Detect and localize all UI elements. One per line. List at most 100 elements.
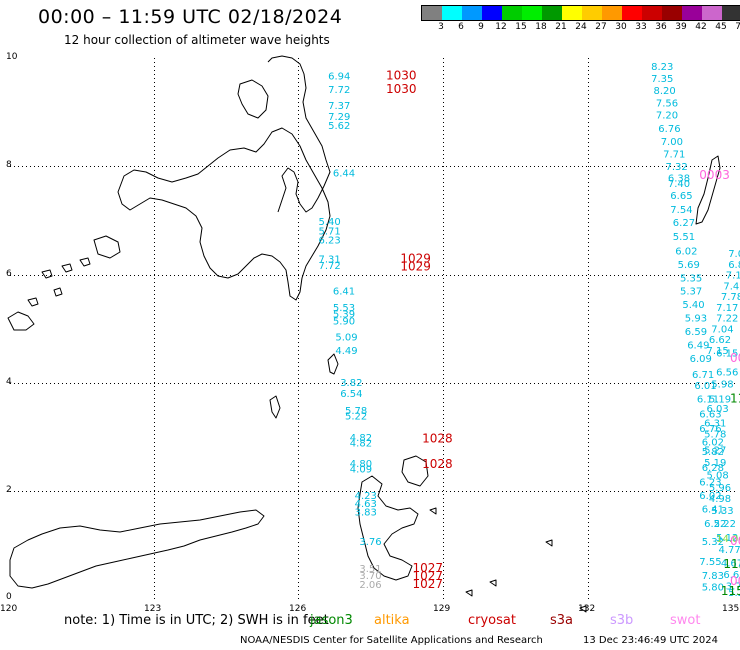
observation-label: 7.0	[728, 249, 740, 260]
observation-label: 5.12	[716, 533, 738, 544]
observation-label: 5.22	[714, 519, 736, 530]
observation-label: 6.23	[699, 478, 721, 489]
color-legend-label: 33	[635, 22, 647, 32]
observation-label: 6.94	[328, 72, 350, 83]
observation-label: 7.15	[707, 346, 729, 357]
color-swatch	[722, 6, 740, 20]
observation-label: 5.82	[702, 447, 724, 458]
observation-label: 6.02	[675, 246, 697, 257]
observation-label: 5.22	[345, 412, 367, 423]
observation-label: 1028	[422, 457, 453, 471]
color-swatch	[682, 6, 702, 20]
observation-label: 6.41	[702, 505, 724, 516]
observation-label: 4.09	[350, 464, 372, 475]
observation-label: 7.54	[670, 205, 692, 216]
coastline-halmahera	[357, 475, 419, 581]
color-legend-label: 9	[478, 22, 484, 32]
color-legend-label: 39	[675, 22, 687, 32]
observation-label: 6.63	[699, 409, 721, 420]
observation-label: 5.40	[682, 300, 704, 311]
observation-label: 5.33	[711, 506, 733, 517]
observation-label: 6.31	[704, 419, 726, 430]
color-swatch	[622, 6, 642, 20]
observation-label: 1027	[413, 561, 444, 575]
observation-layer: 6.947.727.377.295.626.445.405.716.237.31…	[319, 62, 740, 599]
observation-label: 7.35	[651, 74, 673, 85]
observation-label: 1028	[422, 432, 453, 446]
observation-label: 2.06	[359, 580, 381, 591]
lon-label-132: 132	[578, 604, 596, 614]
observation-label: 6.59	[685, 327, 707, 338]
observation-label: 7.45	[723, 281, 740, 292]
observation-label: 5.93	[685, 314, 707, 325]
observation-label: 6.38	[668, 174, 690, 185]
observation-label: 5.51	[673, 232, 695, 243]
satellite-label-s3a: s3a	[550, 613, 574, 628]
observation-label: 7.71	[663, 150, 685, 161]
observation-label: 4.63	[355, 499, 377, 510]
lon-label-129: 129	[433, 604, 451, 614]
color-legend-label: 42	[695, 22, 707, 32]
coastline-talaud-sangihe	[269, 353, 339, 419]
observation-label: 7.78	[721, 292, 740, 303]
color-swatch	[562, 6, 582, 20]
lon-label-120: 120	[0, 604, 18, 614]
satellite-label-s3b: s3b	[610, 613, 634, 628]
observation-label: 4.82	[350, 433, 372, 444]
observation-label: 6.76	[658, 124, 680, 135]
observation-label: 6.02	[702, 437, 724, 448]
observation-label: 5.09	[335, 333, 357, 344]
observation-label: 5.28	[728, 588, 740, 599]
lon-label-135: 135	[722, 604, 740, 614]
color-swatch	[702, 6, 722, 20]
observation-label: 6.71	[692, 370, 714, 381]
observation-label: 5.78	[704, 429, 726, 440]
observation-label: 1029	[400, 251, 431, 265]
observation-label: 7.72	[319, 261, 341, 272]
observation-label: 1027	[413, 577, 444, 591]
observation-label: 4.67	[721, 558, 740, 569]
coastline-sulu-islands	[7, 311, 35, 331]
satellite-label-jason3: jason3	[310, 613, 353, 628]
observation-label: 7.17	[716, 303, 738, 314]
observation-label: 7.20	[656, 110, 678, 121]
lat-label-4: 4	[6, 377, 12, 387]
observation-label: 0003	[699, 168, 730, 182]
page-subtitle: 12 hour collection of altimeter wave hei…	[64, 33, 330, 47]
observation-label: 1030	[386, 82, 417, 96]
observation-label: 1030	[386, 69, 417, 83]
observation-label: 5.08	[707, 471, 729, 482]
lat-label-6: 6	[6, 269, 12, 279]
color-legend-label: 70	[735, 22, 740, 32]
coastline-mindanao	[117, 127, 331, 301]
observation-label: 6.66	[723, 570, 740, 581]
observation-label: 5.69	[678, 260, 700, 271]
observation-label: 5.39	[333, 309, 355, 320]
observation-label: 5.62	[328, 121, 350, 132]
coastline-palau	[695, 155, 721, 225]
observation-label: 6.02	[699, 491, 721, 502]
observation-label: 115	[730, 391, 740, 405]
observation-label: 6.62	[709, 335, 731, 346]
observation-label: 6.09	[690, 354, 712, 365]
color-legend-label: 24	[575, 22, 587, 32]
observation-label: 7.32	[666, 162, 688, 173]
observation-label: 3.82	[340, 378, 362, 389]
observation-label: 14.04	[716, 534, 740, 545]
observation-label: 8.20	[654, 86, 676, 97]
observation-label: 1027	[413, 569, 444, 583]
observation-label: 6.27	[673, 218, 695, 229]
observation-label: 3.70	[359, 571, 381, 582]
observation-label: 8.23	[651, 62, 673, 73]
satellite-label-cryosat: cryosat	[468, 613, 516, 628]
observation-label: 1029	[400, 260, 431, 274]
observation-label: 5.27	[704, 445, 726, 456]
grid-lines	[10, 58, 735, 600]
observation-label: 7.22	[716, 314, 738, 325]
observation-label: 3.76	[359, 537, 381, 548]
observation-label: 4.98	[709, 494, 731, 505]
color-swatch	[522, 6, 542, 20]
observation-label: 6.15	[716, 349, 738, 360]
color-legend-label: 15	[515, 22, 527, 32]
